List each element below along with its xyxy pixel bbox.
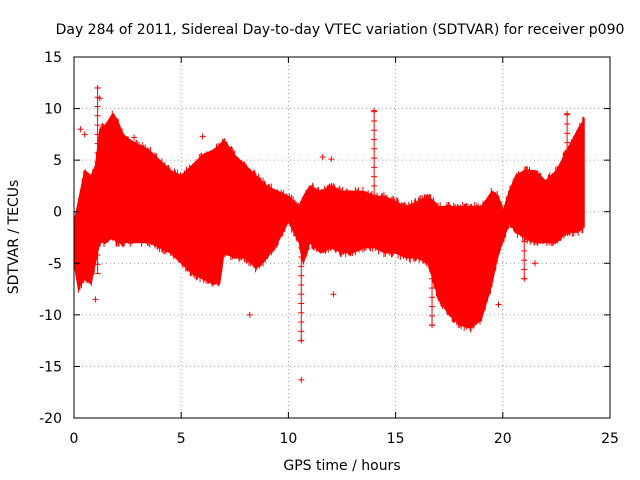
outlier-point [319,154,326,161]
x-tick-label: 20 [494,431,512,447]
x-tick-label: 25 [601,431,619,447]
x-tick-label: 15 [387,431,405,447]
outlier-point [371,107,378,114]
outlier-point [131,134,138,141]
outlier-point [328,156,335,163]
outlier-point [531,260,538,267]
outlier-point [521,275,528,282]
axis-ticks: 0 5 10 15 20 25 -20 -15 -10 -5 0 5 10 15 [39,50,619,447]
outlier-point [96,95,103,102]
y-tick-label: -20 [39,411,62,427]
y-tick-label: 10 [44,102,62,118]
outlier-point [94,84,101,91]
y-tick-label: -10 [39,308,62,324]
y-axis-label: SDTVAR / TECUs [6,180,22,295]
y-tick-label: 15 [44,50,62,66]
y-tick-label: -5 [48,256,62,272]
outlier-point [298,376,305,383]
y-tick-label: -15 [39,359,62,375]
outlier-point [298,337,305,344]
outlier-point [199,133,206,140]
x-tick-label: 5 [177,431,186,447]
sdtvar-series [73,110,585,333]
y-tick-label: 0 [53,205,62,221]
chart-title: Day 284 of 2011, Sidereal Day-to-day VTE… [56,22,625,38]
y-tick-label: 5 [53,153,62,169]
x-axis-label: GPS time / hours [283,458,400,474]
x-tick-label: 0 [70,431,79,447]
x-tick-label: 10 [279,431,297,447]
outlier-point [77,126,84,133]
outlier-point [429,322,436,329]
outlier-point [81,131,88,138]
outlier-point [564,110,571,117]
outlier-point [92,296,99,303]
outlier-point [330,291,337,298]
outlier-point [495,301,502,308]
plot-area [73,84,585,383]
plot-frame [73,56,611,419]
outlier-point [246,311,253,318]
